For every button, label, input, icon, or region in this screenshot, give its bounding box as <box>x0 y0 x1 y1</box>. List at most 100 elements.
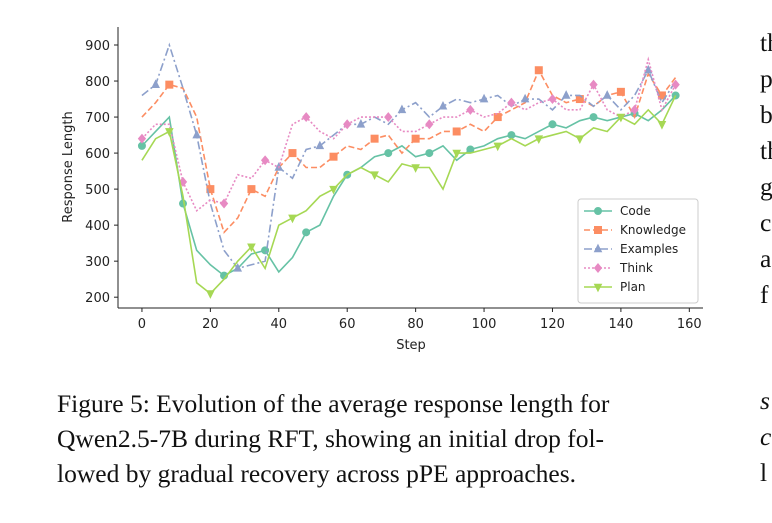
caption-line: Qwen2.5-7B during RFT, showing an initia… <box>57 424 605 453</box>
marker <box>593 263 603 273</box>
figure-caption: Figure 5: Evolution of the average respo… <box>57 386 609 491</box>
column-fragment: l <box>760 458 768 487</box>
marker <box>206 290 215 299</box>
marker <box>534 66 543 75</box>
x-tick-label: 60 <box>339 317 356 332</box>
x-tick-label: 100 <box>472 317 497 332</box>
marker <box>493 113 502 122</box>
x-tick-label: 160 <box>677 317 702 332</box>
x-tick-label: 120 <box>540 317 565 332</box>
marker <box>397 104 407 114</box>
legend-label: Plan <box>620 280 646 294</box>
marker <box>247 185 256 194</box>
marker <box>370 134 379 143</box>
column-fragment: b <box>760 100 772 129</box>
x-tick-label: 20 <box>202 317 219 332</box>
marker <box>329 152 338 161</box>
marker <box>520 93 530 103</box>
marker <box>548 120 557 129</box>
marker <box>192 129 201 139</box>
series-line <box>141 42 677 270</box>
x-tick-label: 0 <box>138 317 146 332</box>
x-tick-label: 140 <box>608 317 633 332</box>
marker <box>384 112 393 123</box>
marker <box>602 90 612 99</box>
x-axis-label: Step <box>396 338 426 353</box>
marker <box>151 79 160 88</box>
series-line <box>141 94 677 277</box>
y-tick-label: 400 <box>85 219 110 234</box>
marker <box>589 113 598 122</box>
marker <box>507 97 516 108</box>
legend-box <box>577 198 699 304</box>
legend: Code Knowledge Examples Think Plan <box>577 198 699 304</box>
column-fragment: p <box>760 64 772 93</box>
marker <box>561 90 571 99</box>
marker <box>575 135 585 144</box>
marker <box>425 119 434 130</box>
marker <box>534 135 544 144</box>
column-fragment: s <box>760 386 770 415</box>
marker <box>425 149 434 158</box>
marker <box>165 80 174 89</box>
series-line <box>141 68 677 234</box>
marker <box>657 120 667 130</box>
marker <box>302 228 311 237</box>
marker <box>594 207 602 215</box>
y-tick-label: 700 <box>85 111 110 126</box>
legend-label: Think <box>619 261 653 275</box>
column-fragment: c <box>760 422 772 451</box>
marker <box>178 176 188 187</box>
legend-label: Knowledge <box>620 223 686 237</box>
marker <box>493 142 503 152</box>
marker <box>137 133 147 144</box>
marker <box>630 104 639 115</box>
marker <box>343 119 352 130</box>
marker <box>302 112 311 123</box>
marker <box>643 64 653 74</box>
marker <box>548 94 557 105</box>
marker <box>247 243 256 253</box>
column-fragment: c <box>760 208 772 237</box>
legend-label: Code <box>620 204 651 218</box>
caption-line: Figure 5: Evolution of the average respo… <box>57 389 610 418</box>
column-fragment: th <box>760 136 772 165</box>
x-tick-label: 80 <box>407 317 424 332</box>
marker <box>411 134 420 143</box>
marker <box>165 128 174 137</box>
y-tick-label: 300 <box>85 255 110 270</box>
marker <box>438 100 448 110</box>
marker <box>288 149 297 158</box>
marker <box>616 113 626 123</box>
marker <box>452 149 461 159</box>
marker <box>329 185 338 195</box>
marker <box>616 87 625 96</box>
y-tick-label: 800 <box>85 75 110 90</box>
x-tick-label: 40 <box>271 317 288 332</box>
marker <box>288 214 297 224</box>
y-tick-label: 500 <box>85 183 110 198</box>
chart: Step Response Length 2003004005006007008… <box>61 27 703 353</box>
column-fragment: th <box>760 28 772 57</box>
marker <box>507 131 516 140</box>
marker <box>411 164 420 173</box>
marker <box>452 127 461 136</box>
legend-label: Examples <box>620 242 678 256</box>
series-line <box>141 95 677 295</box>
caption-line: lowed by gradual recovery across pPE app… <box>57 459 577 488</box>
marker <box>219 198 229 209</box>
column-fragment: a <box>760 244 772 273</box>
marker <box>466 104 475 115</box>
marker <box>594 226 602 234</box>
marker <box>589 79 598 90</box>
marker <box>479 93 489 103</box>
y-tick-label: 200 <box>85 291 110 306</box>
y-tick-label: 900 <box>85 39 110 54</box>
marker <box>356 118 366 128</box>
marker <box>260 155 270 166</box>
marker <box>384 149 393 158</box>
marker <box>593 243 603 253</box>
column-fragment: f <box>760 280 769 309</box>
marker <box>233 263 243 272</box>
